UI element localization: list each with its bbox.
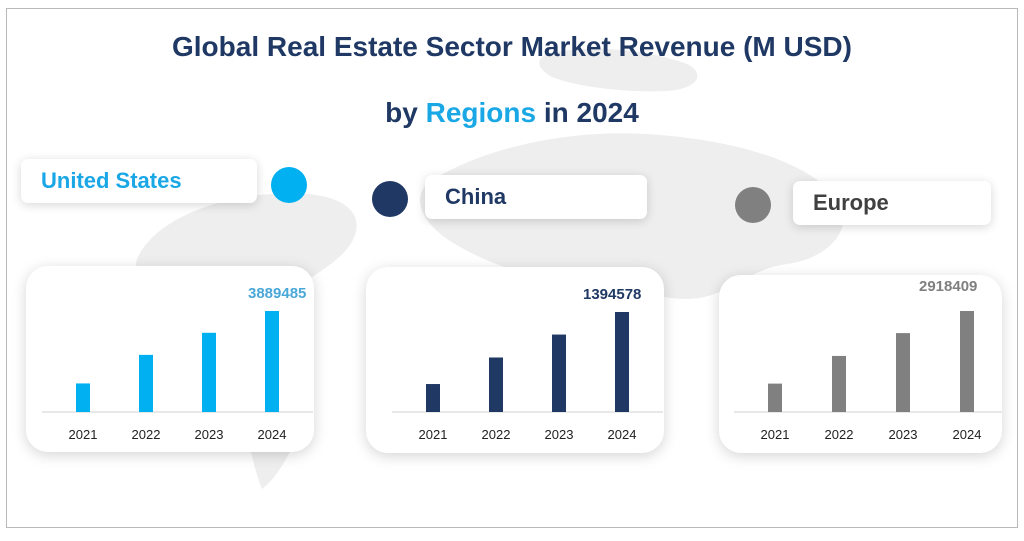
chart-subtitle: by Regions in 2024	[7, 97, 1017, 129]
chart-title: Global Real Estate Sector Market Revenue…	[172, 31, 852, 62]
tick-label-china-2022: 2022	[482, 427, 511, 442]
region-pill-china: China	[425, 175, 647, 219]
bar-united-states-2022	[139, 354, 153, 412]
bar-united-states-2023	[202, 332, 216, 412]
bar-europe-2021	[768, 383, 782, 412]
chart-card-us: 2021 2022 2023 2024 3889485	[26, 266, 314, 452]
tick-label-united-states-2021: 2021	[69, 427, 98, 442]
region-dot-us	[271, 167, 307, 203]
bar-china-2021	[426, 384, 440, 412]
region-label-us: United States	[41, 168, 182, 193]
data-label-europe: 2918409	[919, 278, 978, 295]
region-dot-europe	[735, 187, 771, 223]
tick-label-united-states-2023: 2023	[195, 427, 224, 442]
region-pill-europe: Europe	[793, 181, 991, 225]
subtitle-accent: Regions	[425, 97, 537, 128]
bar-europe-2024	[960, 311, 974, 412]
infographic-frame: Global Real Estate Sector Market Revenue…	[6, 8, 1018, 528]
data-label-us: 3889485	[248, 285, 307, 302]
region-label-china: China	[445, 184, 507, 209]
tick-label-europe-2022: 2022	[825, 427, 854, 442]
bar-china-2023	[552, 334, 566, 412]
tick-label-united-states-2022: 2022	[132, 427, 161, 442]
tick-label-china-2021: 2021	[419, 427, 448, 442]
tick-label-china-2024: 2024	[608, 427, 637, 442]
tick-label-europe-2021: 2021	[761, 427, 790, 442]
tick-label-europe-2023: 2023	[889, 427, 918, 442]
bar-europe-2022	[832, 355, 846, 412]
bar-china-2022	[489, 357, 503, 412]
bar-china-2024	[615, 312, 629, 412]
bar-chart-europe: 2021 2022 2023 2024	[734, 311, 1002, 442]
region-dot-china	[372, 181, 408, 217]
data-label-china: 1394578	[583, 286, 642, 303]
chart-card-europe: 2021 2022 2023 2024 2918409	[719, 275, 1002, 453]
bar-united-states-2021	[76, 383, 90, 412]
bar-chart-china: 2021 2022 2023 2024	[392, 312, 663, 442]
region-pill-us: United States	[21, 159, 257, 203]
subtitle-prefix: by	[385, 97, 418, 128]
subtitle-suffix: in 2024	[543, 97, 639, 128]
tick-label-united-states-2024: 2024	[258, 427, 287, 442]
bar-chart-us: 2021 2022 2023 2024	[42, 311, 313, 442]
tick-label-europe-2024: 2024	[953, 427, 982, 442]
bar-united-states-2024	[265, 311, 279, 412]
chart-card-china: 2021 2022 2023 2024 1394578	[366, 267, 664, 453]
bar-europe-2023	[896, 333, 910, 412]
region-label-europe: Europe	[813, 190, 889, 215]
tick-label-china-2023: 2023	[545, 427, 574, 442]
